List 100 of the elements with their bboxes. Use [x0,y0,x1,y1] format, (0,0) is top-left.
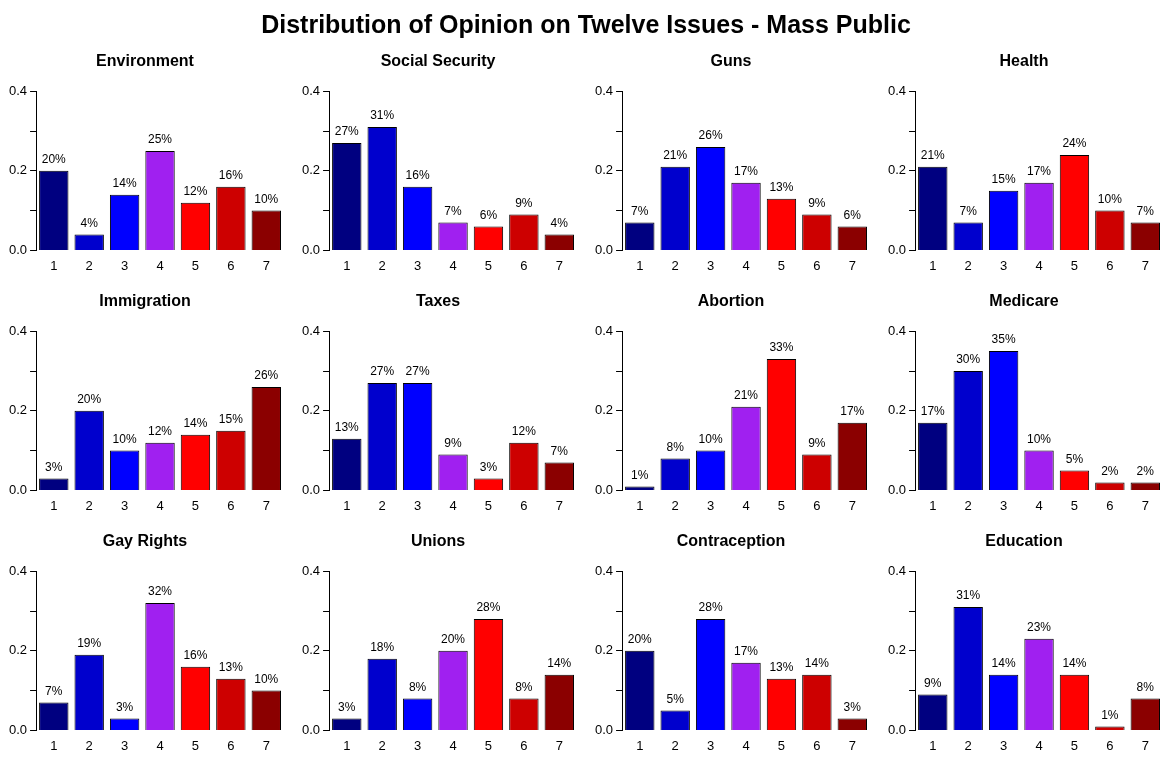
x-tick-label: 4 [1035,737,1043,753]
data-label: 8% [408,679,427,694]
x-tick-label: 6 [520,737,528,753]
data-label: 14% [1062,655,1087,670]
y-tick-label: 0.4 [8,82,28,98]
x-tick-label: 4 [742,257,750,273]
data-label: 32% [148,584,173,599]
data-label: 13% [218,659,244,674]
x-tick-label: 2 [378,257,386,273]
x-tick-label: 1 [929,497,937,513]
y-tick-label: 0.2 [301,402,321,418]
data-label: 2% [1101,463,1119,478]
chart-title: Gay Rights [102,532,188,550]
data-label: 9% [924,675,942,690]
y-tick-label: 0.2 [887,162,907,178]
data-label: 7% [631,203,649,218]
data-label: 8% [1136,679,1155,694]
x-tick-label: 2 [671,497,679,513]
x-tick-label: 3 [121,737,129,753]
data-label: 27% [405,364,430,379]
data-label: 21% [920,148,946,163]
x-tick-label: 6 [1106,497,1114,513]
y-tick-label: 0.4 [887,82,907,98]
x-tick-label: 3 [707,257,715,273]
x-tick-label: 3 [1000,497,1008,513]
data-label: 13% [769,179,794,194]
x-tick-label: 7 [262,497,270,513]
x-tick-label: 2 [671,737,679,753]
y-tick-label: 0.0 [301,721,321,737]
y-tick-label: 0.2 [594,162,614,178]
data-label: 10% [254,191,279,206]
data-label: 1% [631,467,649,482]
x-tick-label: 6 [1106,257,1114,273]
x-tick-label: 5 [191,257,200,273]
x-tick-label: 5 [484,737,493,753]
y-tick-label: 0.0 [594,481,614,497]
chart-title: Contraception [676,532,786,550]
x-tick-label: 2 [964,497,972,513]
x-tick-label: 7 [262,737,270,753]
data-label: 9% [515,195,533,210]
chart-title: Environment [96,52,195,70]
x-tick-label: 5 [191,737,200,753]
x-tick-label: 2 [85,497,93,513]
x-tick-label: 7 [848,257,856,273]
data-label: 14% [804,655,830,670]
y-tick-label: 0.4 [887,562,907,578]
data-label: 17% [734,164,759,179]
chart-title: Guns [710,52,752,70]
x-tick-label: 7 [1141,257,1149,273]
data-label: 1% [1101,707,1119,722]
x-tick-label: 3 [414,497,422,513]
x-tick-label: 7 [555,497,563,513]
x-tick-label: 2 [378,497,386,513]
x-tick-label: 5 [191,497,200,513]
data-label: 13% [334,419,360,434]
data-label: 28% [476,600,501,615]
data-label: 14% [991,655,1016,670]
data-label: 20% [627,632,653,647]
x-tick-label: 6 [1106,737,1114,753]
data-label: 4% [550,215,569,230]
y-tick-label: 0.2 [887,402,907,418]
y-tick-label: 0.2 [301,642,321,658]
x-tick-label: 6 [520,497,528,513]
y-tick-label: 0.4 [301,322,321,338]
data-label: 14% [547,655,572,670]
x-tick-label: 1 [636,737,644,753]
data-label: 24% [1062,136,1087,151]
y-tick-label: 0.0 [301,481,321,497]
data-label: 17% [840,404,865,419]
x-tick-label: 1 [343,497,351,513]
chart-title: Taxes [415,292,461,310]
data-label: 12% [183,183,208,198]
data-label: 3% [45,459,63,474]
data-label: 17% [734,644,759,659]
y-tick-label: 0.4 [8,322,28,338]
y-tick-label: 0.2 [594,402,614,418]
data-label: 10% [698,431,723,446]
data-label: 14% [183,415,208,430]
x-tick-label: 5 [1070,737,1079,753]
x-tick-label: 4 [449,497,457,513]
x-tick-label: 1 [50,737,58,753]
y-tick-label: 0.0 [8,721,28,737]
x-tick-label: 7 [848,497,856,513]
data-label: 21% [734,388,759,403]
y-tick-label: 0.0 [887,481,907,497]
data-label: 30% [956,352,981,367]
x-tick-label: 4 [742,497,750,513]
y-tick-label: 0.4 [594,322,614,338]
x-tick-label: 3 [1000,737,1008,753]
data-label: 21% [663,148,688,163]
x-tick-label: 5 [777,737,786,753]
y-tick-label: 0.4 [8,562,28,578]
data-label: 15% [218,412,244,427]
x-tick-label: 7 [555,737,563,753]
x-tick-label: 3 [414,737,422,753]
data-label: 28% [698,600,723,615]
data-label: 7% [959,203,978,218]
chart-title: Immigration [99,292,191,310]
data-label: 31% [370,108,395,123]
data-label: 19% [77,636,102,651]
